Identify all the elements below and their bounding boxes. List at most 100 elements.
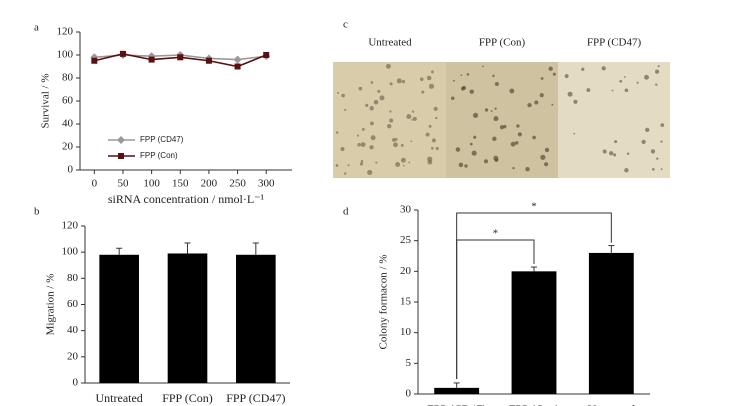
y-tick-label: 30 bbox=[400, 204, 412, 216]
colony bbox=[367, 169, 373, 176]
marker bbox=[263, 52, 270, 58]
colony bbox=[408, 161, 411, 164]
colony bbox=[624, 168, 629, 173]
colony bbox=[400, 157, 406, 163]
colony bbox=[614, 140, 618, 144]
colony bbox=[573, 132, 576, 135]
image-caption: FPP (Con) bbox=[479, 37, 526, 49]
colony bbox=[532, 135, 536, 140]
colony bbox=[581, 67, 585, 71]
micrograph bbox=[558, 62, 670, 178]
colony bbox=[602, 149, 607, 154]
colony bbox=[611, 89, 614, 92]
y-tick-label: 100 bbox=[62, 246, 79, 258]
colony bbox=[613, 153, 617, 157]
colony bbox=[430, 70, 434, 74]
bar bbox=[511, 271, 557, 394]
colony bbox=[428, 83, 435, 89]
colony bbox=[525, 166, 530, 172]
colony bbox=[369, 106, 374, 111]
colony bbox=[406, 114, 412, 119]
marker bbox=[91, 57, 98, 64]
x-tick-label: 0 bbox=[92, 178, 98, 190]
colony bbox=[660, 123, 665, 128]
significance-bracket bbox=[456, 212, 612, 379]
x-tick-label: 200 bbox=[201, 178, 218, 190]
colony bbox=[344, 108, 347, 112]
marker bbox=[205, 57, 212, 64]
significance-label: * bbox=[531, 201, 537, 213]
image-caption: FPP (CD47) bbox=[587, 37, 642, 49]
colony bbox=[373, 99, 379, 105]
colony bbox=[626, 152, 630, 156]
colony bbox=[493, 116, 499, 122]
bar bbox=[167, 253, 208, 383]
colony bbox=[395, 138, 398, 141]
colony bbox=[337, 91, 340, 94]
y-tick-label: 40 bbox=[67, 324, 79, 336]
colony bbox=[469, 142, 473, 146]
colony bbox=[494, 107, 497, 110]
colony bbox=[335, 164, 339, 167]
y-tick-label: 40 bbox=[62, 118, 74, 130]
colony bbox=[645, 127, 650, 133]
colony bbox=[483, 159, 489, 164]
colony bbox=[540, 77, 544, 80]
colony bbox=[652, 168, 655, 171]
colony bbox=[341, 93, 345, 98]
marker bbox=[118, 153, 124, 159]
panel-label: a bbox=[34, 22, 39, 34]
colony bbox=[411, 110, 415, 113]
micrograph bbox=[446, 62, 558, 178]
colony bbox=[650, 149, 656, 154]
colony bbox=[401, 79, 406, 84]
colony bbox=[644, 74, 649, 80]
colony bbox=[385, 63, 391, 69]
bar bbox=[99, 254, 139, 383]
y-tick-label: 100 bbox=[57, 49, 74, 61]
colony bbox=[347, 164, 350, 167]
marker bbox=[117, 136, 125, 144]
y-tick-label: 0 bbox=[406, 388, 412, 400]
colony bbox=[343, 172, 347, 175]
y-axis-label: Survival / % bbox=[40, 74, 52, 129]
colony bbox=[517, 132, 522, 137]
colony bbox=[656, 157, 659, 160]
panel-label: d bbox=[343, 206, 349, 218]
y-tick-label: 120 bbox=[62, 220, 79, 232]
colony bbox=[473, 135, 477, 139]
colony bbox=[426, 75, 432, 81]
colony bbox=[452, 79, 455, 82]
colony-dots bbox=[335, 63, 665, 176]
colony bbox=[410, 140, 413, 143]
colony bbox=[425, 132, 430, 137]
marker bbox=[119, 50, 126, 57]
colony bbox=[411, 118, 413, 121]
colony bbox=[361, 127, 365, 131]
colony bbox=[660, 140, 663, 143]
colony bbox=[375, 161, 378, 164]
colony bbox=[551, 103, 554, 106]
bar bbox=[588, 252, 634, 394]
legend-label: FPP (CD47) bbox=[140, 135, 184, 144]
marker bbox=[148, 56, 155, 63]
colony bbox=[358, 86, 363, 91]
colony bbox=[387, 124, 392, 129]
colony bbox=[370, 121, 374, 126]
colony bbox=[389, 118, 394, 123]
colony bbox=[460, 74, 463, 76]
colony bbox=[492, 74, 495, 78]
y-tick-label: 60 bbox=[62, 95, 74, 107]
colony bbox=[509, 88, 515, 94]
colony bbox=[527, 102, 532, 108]
colony bbox=[516, 124, 520, 128]
colony bbox=[482, 65, 484, 68]
colony bbox=[494, 81, 499, 86]
y-tick-label: 60 bbox=[67, 298, 79, 310]
y-tick-label: 25 bbox=[400, 234, 412, 246]
colony bbox=[369, 145, 374, 150]
colony bbox=[539, 93, 544, 98]
colony bbox=[435, 116, 438, 120]
colony bbox=[484, 108, 489, 112]
panel-label: b bbox=[34, 206, 40, 218]
